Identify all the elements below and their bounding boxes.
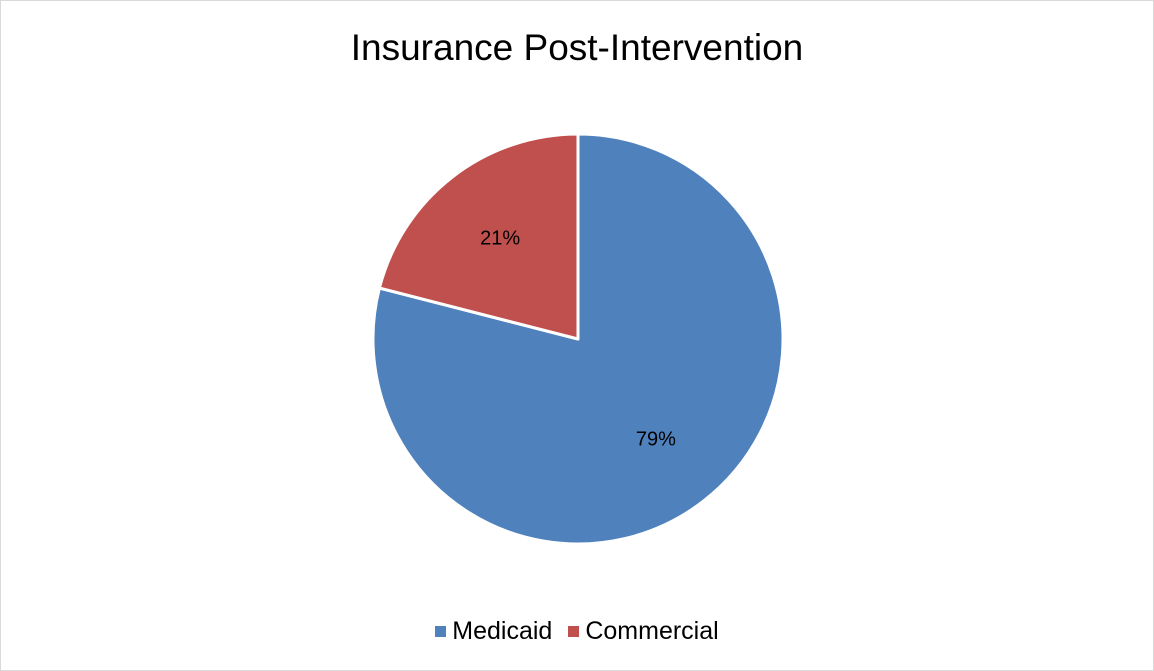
legend-label-commercial: Commercial (585, 617, 719, 645)
legend-label-medicaid: Medicaid (452, 617, 553, 645)
legend-swatch-commercial (568, 626, 580, 637)
pie-slice-commercial (377, 132, 580, 341)
chart-legend: Medicaid Commercial (1, 617, 1153, 646)
legend-swatch-medicaid (435, 626, 447, 637)
legend-item-commercial: Commercial (568, 617, 719, 646)
data-label-medicaid: 79% (636, 428, 676, 450)
legend-item-medicaid: Medicaid (435, 617, 552, 646)
data-label-commercial: 21% (480, 228, 520, 250)
chart-title: Insurance Post-Intervention (350, 27, 804, 68)
